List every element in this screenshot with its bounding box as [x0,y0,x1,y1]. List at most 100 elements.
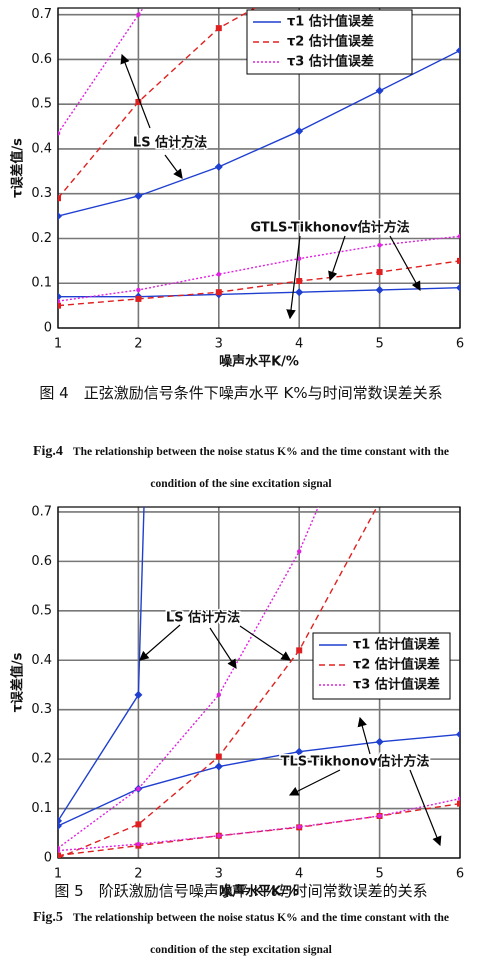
marker [215,289,222,296]
series-line [58,797,460,852]
legend-label: τ1 估计值误差 [287,14,374,30]
y-tick-label: 0.7 [31,504,52,519]
annotation-arrow [164,154,183,179]
marker [216,833,221,838]
plot-frame [57,7,461,329]
marker [375,285,384,294]
marker [58,195,61,202]
legend-label: τ3 估计值误差 [287,54,374,70]
marker [58,852,61,858]
y-tick-label: 0.4 [31,141,52,156]
y-tick-label: 0.4 [31,653,52,668]
marker [456,730,460,739]
plot-frame [57,506,461,859]
annotation-arrow [120,53,151,129]
marker [297,256,302,261]
marker [377,361,381,365]
marker [136,12,141,17]
y-tick-label: 0.1 [31,801,52,816]
annotation-arrow [328,235,346,282]
marker [135,821,142,828]
y-tick-label: 0.3 [31,186,52,201]
marker [456,46,460,55]
marker [58,821,62,830]
marker [457,234,460,239]
legend-label: τ2 估计值误差 [287,34,374,50]
marker [295,127,304,136]
marker [457,257,460,264]
marker [216,272,221,277]
x-tick-label: 6 [456,867,464,882]
marker [456,283,460,292]
caption-en: Fig.4 The relationship between the noise … [12,436,470,500]
marker [297,824,302,830]
annotation: LS 估计方法 [166,610,240,626]
marker [58,302,61,309]
series-line [58,235,460,302]
series-line [58,8,257,199]
marker [58,292,62,301]
marker [58,131,61,136]
marker [58,298,61,304]
x-tick-label: 5 [375,337,383,352]
x-axis-label: 噪声水平K/% [219,354,299,370]
marker [216,692,221,698]
annotation-arrow [288,769,341,796]
y-axis-label: τ误差值/s [10,652,26,712]
y-tick-label: 0.3 [31,702,52,717]
marker [457,800,460,807]
annotation: LS 估计方法 [133,135,207,151]
marker [375,737,384,746]
marker [295,288,304,297]
x-tick-label: 6 [456,337,464,352]
marker [377,243,382,248]
y-tick-label: 0.6 [31,554,52,569]
x-tick-label: 2 [134,867,142,882]
marker [457,796,460,801]
series-line [58,260,460,307]
y-tick-label: 0.5 [31,97,52,112]
marker [136,841,141,847]
marker [297,549,302,554]
legend-label: τ2 估计值误差 [353,657,440,673]
series-line [58,733,460,827]
caption: 图 5 阶跃激励信号噪声水平 K%与时间常数误差的关系 [54,882,428,900]
y-tick-label: 0.5 [31,603,52,618]
marker [58,848,61,853]
legend-label: τ1 估计值误差 [353,637,440,653]
x-axis-label: 噪声水平K/% [219,884,299,900]
annotation-arrow [389,235,421,292]
y-axis-label: τ误差值/s [10,138,26,198]
marker [135,98,142,105]
y-tick-label: 0 [44,321,52,336]
x-tick-label: 1 [54,337,62,352]
plot-data [58,361,460,858]
series-line [58,287,460,298]
annotation-arrow [357,716,371,755]
marker [296,647,303,654]
x-tick-label: 3 [215,337,223,352]
y-tick-label: 0.6 [31,52,52,67]
caption-en-text: The relationship between the noise statu… [72,446,450,490]
marker [376,269,383,276]
caption-en-label: Fig.5 [32,910,63,925]
marker [136,287,141,293]
caption-en-label: Fig.4 [32,444,63,459]
marker [295,747,304,756]
y-tick-label: 0.2 [31,752,52,767]
marker [134,191,143,200]
marker [136,786,141,791]
x-tick-label: 2 [134,337,142,352]
plot-data [58,8,460,309]
legend-box [312,632,451,700]
x-tick-label: 5 [375,867,383,882]
annotation-arrow [286,235,301,320]
marker [296,278,303,285]
y-tick-label: 0.7 [31,7,52,22]
marker [135,295,142,302]
legend-label: τ3 估计值误差 [353,677,440,693]
caption-en-text: The relationship between the noise statu… [72,912,450,956]
marker [58,212,62,221]
